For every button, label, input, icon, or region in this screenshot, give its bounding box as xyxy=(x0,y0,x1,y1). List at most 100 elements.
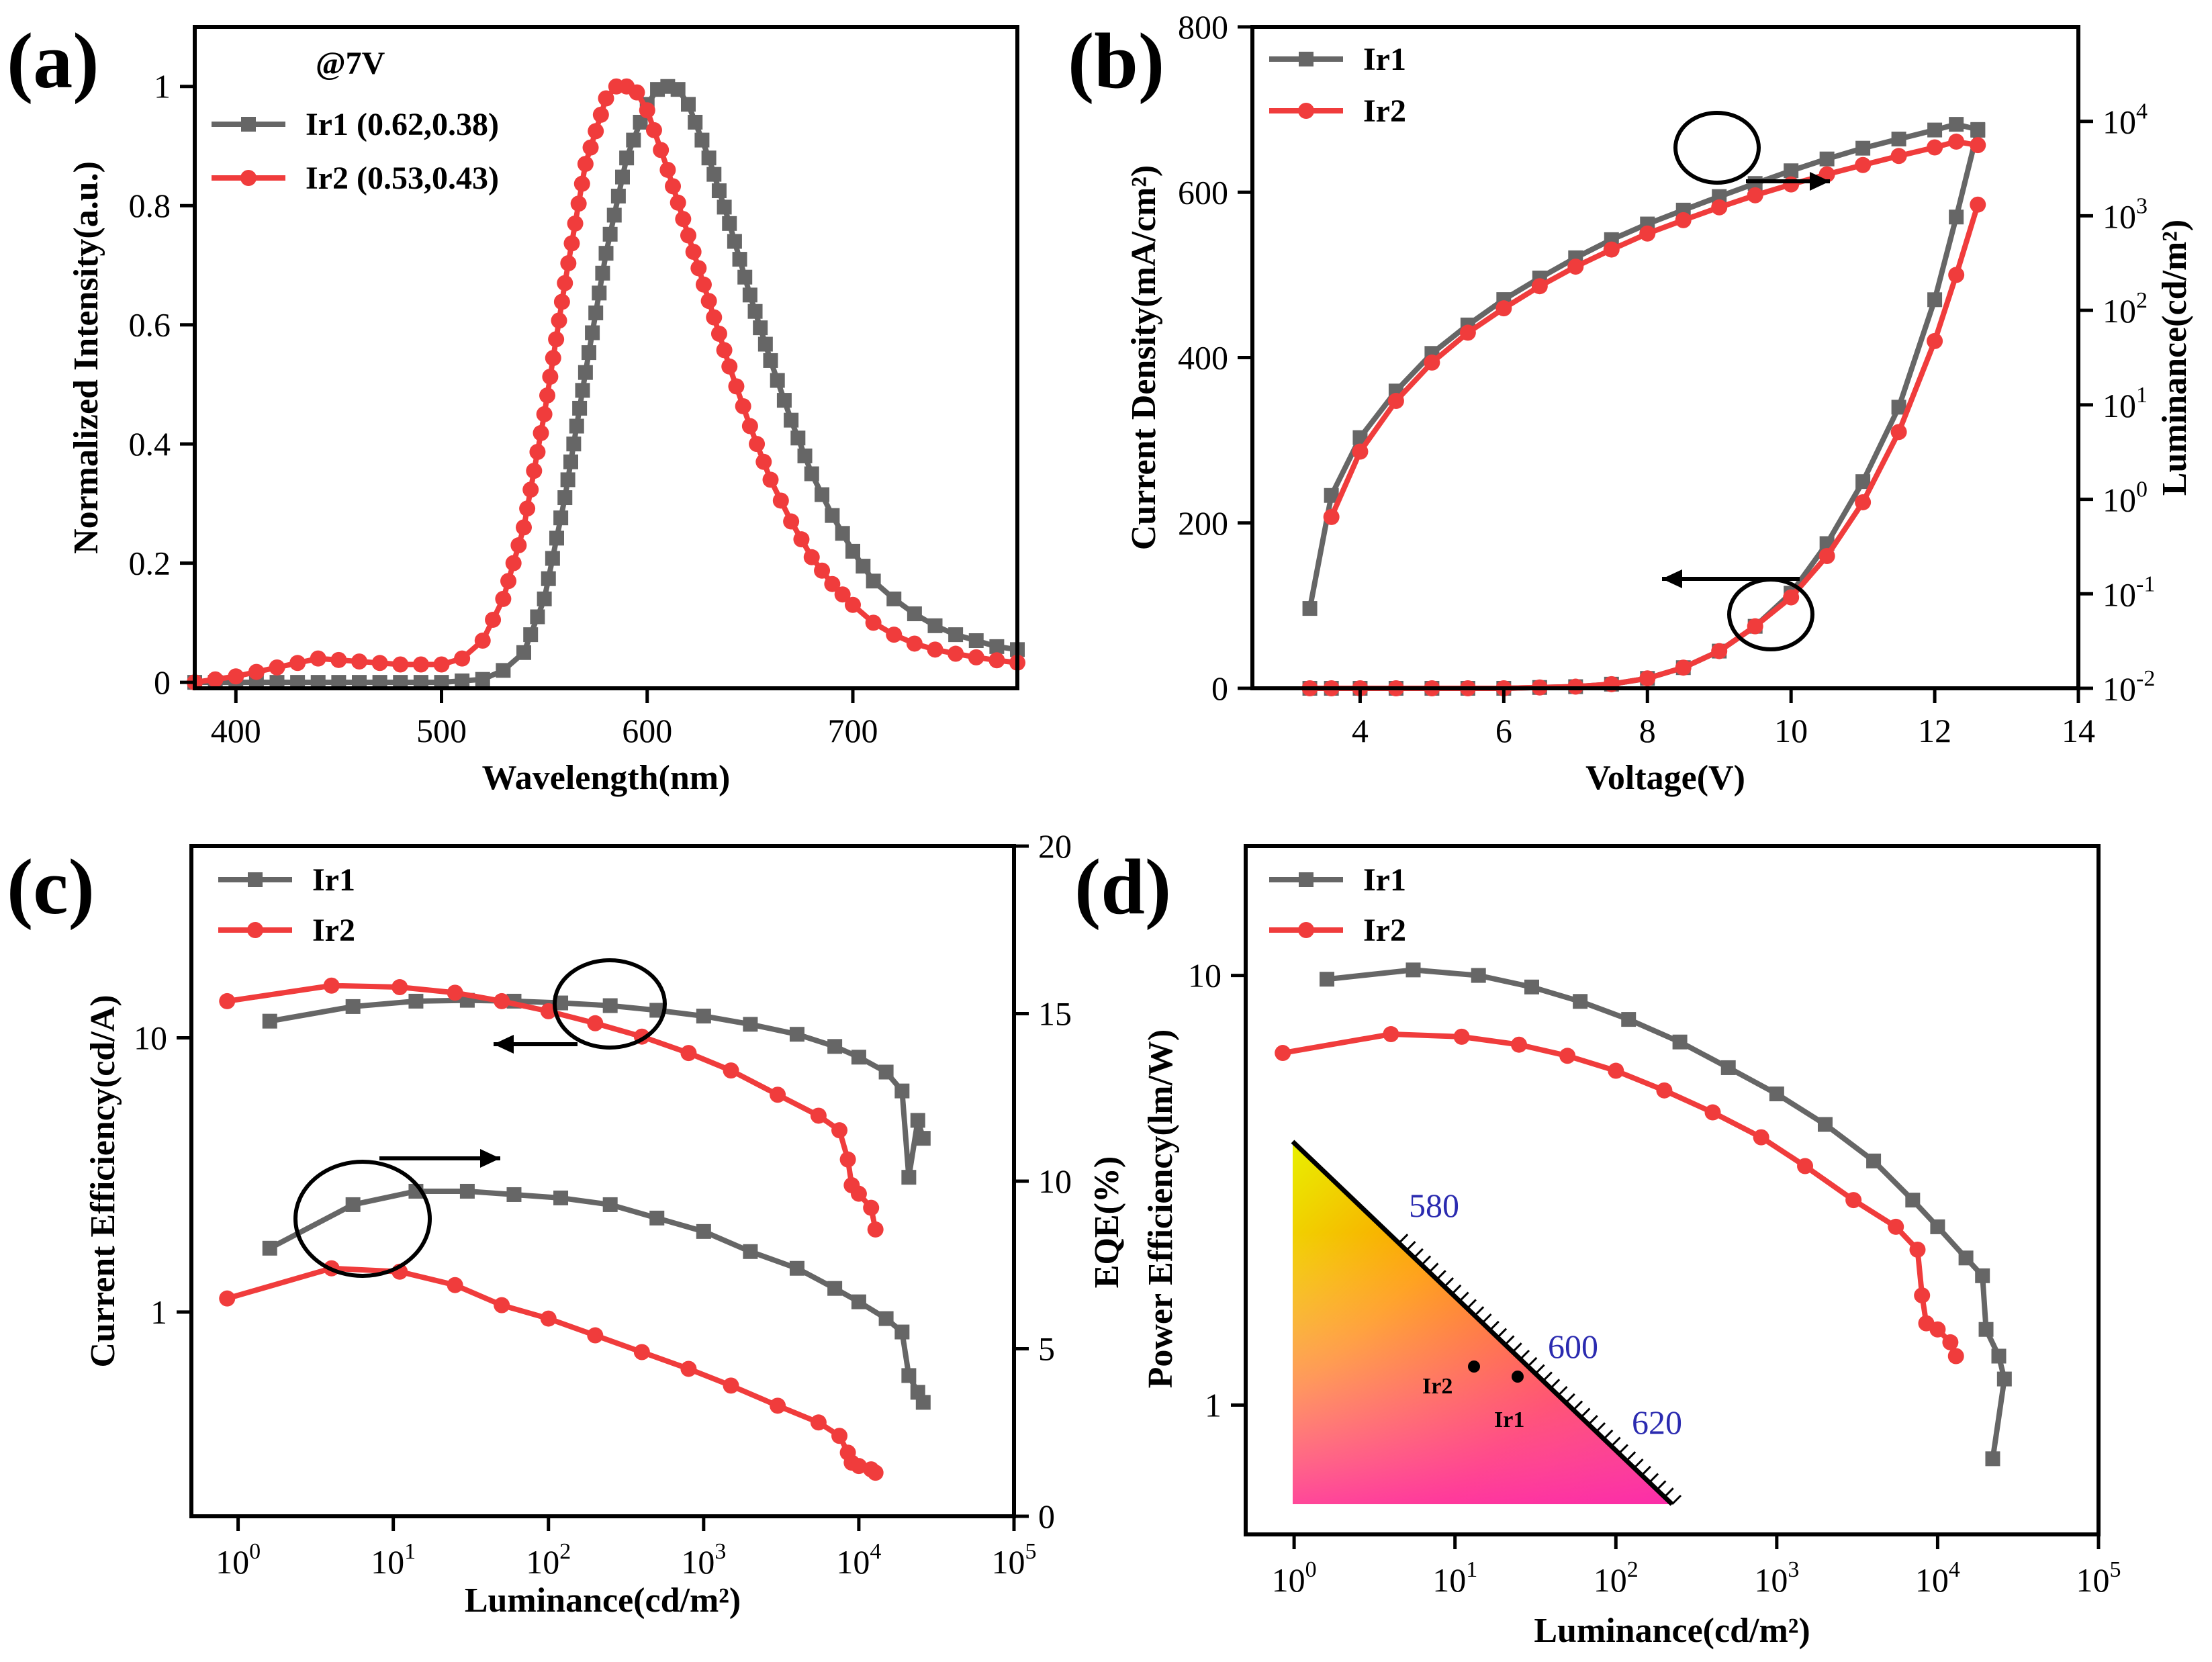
series-marker xyxy=(1891,132,1906,147)
series-marker xyxy=(542,369,559,385)
series-marker xyxy=(474,633,491,649)
series-marker xyxy=(696,1224,711,1239)
series-marker xyxy=(1783,589,1800,606)
series-marker xyxy=(248,872,263,887)
series-marker xyxy=(695,276,712,293)
cie-locus-tick xyxy=(1641,1465,1651,1476)
series-marker xyxy=(1783,176,1800,193)
series-marker xyxy=(626,132,641,148)
series-marker xyxy=(1927,122,1943,138)
series-marker xyxy=(770,1087,786,1103)
series-marker xyxy=(696,1009,711,1024)
series-marker xyxy=(784,412,799,428)
tick-base: 10 xyxy=(2103,575,2136,613)
series-marker xyxy=(1524,979,1540,995)
series-marker xyxy=(1978,1322,1994,1337)
series-marker xyxy=(1996,1371,2012,1387)
series-marker xyxy=(850,1185,867,1202)
series-marker xyxy=(549,530,564,546)
series-marker xyxy=(1704,1104,1721,1121)
series-marker xyxy=(434,675,449,690)
series-marker xyxy=(742,287,757,303)
series-marker xyxy=(1784,163,1799,179)
y-tick-label: 0.2 xyxy=(129,545,171,582)
series-marker xyxy=(247,922,263,938)
series-marker xyxy=(1866,1153,1882,1168)
series-marker xyxy=(681,97,696,112)
series-marker xyxy=(851,1294,866,1309)
series-marker xyxy=(1947,1348,1964,1365)
tick-exponent: -2 xyxy=(2136,666,2155,691)
x-tick-label: 100 xyxy=(1272,1557,1317,1599)
tick-base: 10 xyxy=(992,1543,1025,1581)
series-marker xyxy=(372,675,387,690)
series-marker xyxy=(595,265,610,281)
cie-locus-tick xyxy=(1466,1299,1477,1309)
tick-base: 10 xyxy=(1432,1561,1466,1599)
series-marker xyxy=(228,668,244,685)
tick-exponent: 4 xyxy=(1949,1557,1960,1582)
series-marker xyxy=(1298,103,1314,119)
series-marker xyxy=(1471,968,1486,983)
series-marker xyxy=(735,398,751,414)
y-axis-title: Normalized Intensity(a.u.) xyxy=(67,161,105,554)
tick-exponent: 3 xyxy=(715,1539,726,1564)
series-marker xyxy=(1949,210,1964,225)
series-marker xyxy=(753,320,768,336)
series-marker xyxy=(566,436,582,452)
x-tick-label: 700 xyxy=(828,712,878,749)
series-marker xyxy=(1942,1334,1959,1350)
series-marker xyxy=(776,393,792,408)
series-marker xyxy=(770,373,785,388)
series-marker xyxy=(1769,1087,1784,1102)
legend-ir2-text: Ir2 xyxy=(1363,913,1406,948)
x-tick-label: 6 xyxy=(1495,712,1512,749)
cie-locus-tick xyxy=(1550,1379,1561,1389)
series-marker xyxy=(1299,872,1314,887)
series-marker xyxy=(351,653,367,670)
series-marker xyxy=(269,659,285,676)
series-marker xyxy=(845,596,861,613)
series-marker xyxy=(633,114,648,130)
series-marker xyxy=(856,559,871,574)
cie-point-label: Ir2 xyxy=(1422,1374,1453,1399)
cie-locus-tick xyxy=(1459,1291,1469,1302)
series-line-ir1 xyxy=(268,1188,926,1404)
series-marker xyxy=(391,979,408,996)
panel-c: 100 101 102 103 104 10511005101520Luminance(c… xyxy=(7,827,1126,1620)
series-marker xyxy=(694,132,710,148)
series-marker xyxy=(371,655,388,672)
panel-a: 400 500 600 700 0 0.2 0.4 0.6 0.8 1 Wavelength(nm)… xyxy=(7,17,1025,797)
series-marker xyxy=(989,639,1005,654)
tick-exponent: 1 xyxy=(1466,1557,1477,1582)
series-marker xyxy=(741,418,758,434)
cie-locus-tick xyxy=(1497,1328,1508,1338)
tick-exponent: 5 xyxy=(2110,1557,2121,1582)
cie-locus-tick xyxy=(1443,1277,1455,1288)
series-marker xyxy=(1958,1250,1974,1266)
series-marker xyxy=(968,649,984,665)
y2-tick-label: 15 xyxy=(1038,995,1072,1033)
x-tick-label: 102 xyxy=(1594,1557,1639,1599)
x-axis-title: Wavelength(nm) xyxy=(482,759,731,797)
series-marker xyxy=(523,627,539,643)
series-marker xyxy=(310,650,326,667)
tick-base: 10 xyxy=(1915,1561,1949,1599)
series-ir1-y2 xyxy=(262,1183,931,1410)
series-marker xyxy=(717,199,732,215)
x-tick-label: 14 xyxy=(2062,712,2095,749)
tick-exponent: 2 xyxy=(1627,1557,1639,1582)
series-marker xyxy=(553,510,569,526)
x-axis-title: Voltage(V) xyxy=(1585,759,1745,797)
y2-tick-label: 102 xyxy=(2103,288,2148,330)
series-marker xyxy=(1711,199,1728,216)
series-marker xyxy=(810,1107,827,1124)
series-marker xyxy=(680,227,696,244)
series-marker xyxy=(1511,1036,1528,1053)
series-marker xyxy=(602,226,618,242)
series-marker xyxy=(269,675,285,690)
series-marker xyxy=(494,1297,510,1313)
series-marker xyxy=(737,269,753,285)
series-marker xyxy=(1302,601,1318,616)
series-marker xyxy=(659,161,676,178)
